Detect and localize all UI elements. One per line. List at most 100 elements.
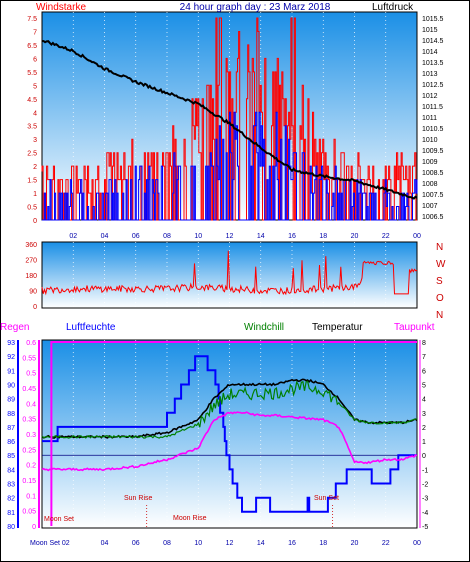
wind-axis-tick: 1 <box>33 191 37 198</box>
humidity-axis-tick: 92 <box>7 354 15 361</box>
temperature-axis-tick: -4 <box>422 510 428 517</box>
humidity-axis-tick: 91 <box>7 368 15 375</box>
rain-axis-tick: 0.1 <box>26 493 36 500</box>
windchill-legend: Windchill <box>244 322 284 333</box>
grid-layer <box>42 12 417 528</box>
pressure-axis-tick: 1015.5 <box>422 16 444 23</box>
rain-axis-tick: 0.15 <box>22 478 36 485</box>
rain-axis-tick: 0.05 <box>22 509 36 516</box>
windchill-line <box>41 380 418 439</box>
hour-tick-label: 10 <box>194 233 202 240</box>
rain-axis-tick: 0.5 <box>26 371 36 378</box>
hour-tick-label: 12 <box>226 233 234 240</box>
hour-tick-label: 16 <box>288 233 296 240</box>
humidity-axis-tick: 81 <box>7 510 15 517</box>
rain-axis-tick: 0.3 <box>26 432 36 439</box>
wind-axis-tick: 0 <box>33 218 37 225</box>
temperature-axis-tick: 7 <box>422 354 426 361</box>
rain-axis-tick: 0.25 <box>22 447 36 454</box>
hour-tick-label: 18 <box>319 540 327 547</box>
compass-label: W <box>436 259 446 270</box>
temperature-axis-tick: 0 <box>422 453 426 460</box>
wind-axis-tick: 2 <box>33 164 37 171</box>
compass-label: S <box>436 276 443 287</box>
compass-label: N <box>436 242 443 253</box>
pressure-axis-tick: 1009.5 <box>422 148 444 155</box>
temperature-axis-tick: 3 <box>422 411 426 418</box>
wind-axis-tick: 6.5 <box>27 43 37 50</box>
temperature-axis-tick: -3 <box>422 496 428 503</box>
rain-axis-tick: 0.6 <box>26 340 36 347</box>
sun-rise-marker-label: Sun Rise <box>124 495 153 502</box>
wind-mean-series <box>42 111 418 221</box>
pressure-axis-tick: 1008 <box>422 181 438 188</box>
wind-axis-tick: 2.5 <box>27 151 37 158</box>
wind-direction-line <box>41 250 418 296</box>
direction-axis-tick: 90 <box>29 289 37 296</box>
temperature-legend: Temperatur <box>312 322 363 333</box>
humidity-axis-tick: 89 <box>7 397 15 404</box>
wind-axis-tick: 3 <box>33 137 37 144</box>
pressure-axis-tick: 1014 <box>422 49 438 56</box>
axis-labels-layer: 02 04040606080810101212141416161818202022… <box>7 16 446 547</box>
wind-axis-tick: 4.5 <box>27 97 37 104</box>
humidity-axis-title: Luftfeuchte <box>66 322 116 333</box>
bottom-first-tick-label: Moon Set 02 <box>30 540 70 547</box>
rain-axis-tick: 0.4 <box>26 401 36 408</box>
direction-axis-tick: 180 <box>25 273 37 280</box>
hour-tick-label: 04 <box>101 233 109 240</box>
rain-axis-tick: 0 <box>32 524 36 531</box>
pressure-axis-tick: 1011.5 <box>422 104 443 111</box>
dewpoint-line <box>41 411 418 472</box>
wind-axis-tick: 6 <box>33 56 37 63</box>
temperature-axis-tick: 2 <box>422 425 426 432</box>
humidity-axis-tick: 87 <box>7 425 15 432</box>
moon-set-marker-label: Moon Set <box>44 516 74 523</box>
pressure-axis-tick: 1007 <box>422 203 438 210</box>
temperature-axis-tick: 1 <box>422 439 426 446</box>
humidity-axis-tick: 86 <box>7 439 15 446</box>
wind-axis-tick: 4 <box>33 110 37 117</box>
humidity-axis-tick: 93 <box>7 340 15 347</box>
hour-tick-label: 00 <box>413 540 421 547</box>
wind-axis-tick: 7.5 <box>27 16 37 23</box>
rain-axis-tick: 0.45 <box>22 386 36 393</box>
hour-tick-label: 14 <box>257 233 265 240</box>
temperature-axis-tick: 5 <box>422 382 426 389</box>
pressure-axis-tick: 1011 <box>422 115 437 122</box>
compass-label: O <box>436 293 444 304</box>
direction-axis-tick: 360 <box>25 242 37 249</box>
rain-axis-tick: 0.2 <box>26 463 36 470</box>
pressure-axis-tick: 1007.5 <box>422 192 444 199</box>
chart-title: 24 hour graph day : 23 Marz 2018 <box>180 2 331 13</box>
hour-tick-label: 00 <box>413 233 421 240</box>
temperature-axis-tick: -5 <box>422 524 428 531</box>
wind-axis-tick: 3.5 <box>27 124 37 131</box>
hour-tick-label: 22 <box>382 233 390 240</box>
pressure-line <box>41 40 418 200</box>
humidity-axis-tick: 83 <box>7 482 15 489</box>
hour-tick-label: 06 <box>132 540 140 547</box>
wind-bars-layer <box>41 17 418 221</box>
pressure-axis-tick: 1014.5 <box>422 38 444 45</box>
wind-axis-tick: 5 <box>33 83 37 90</box>
temperature-axis-tick: 8 <box>422 340 426 347</box>
temperature-axis-tick: 4 <box>422 397 426 404</box>
hour-tick-label: 08 <box>163 540 171 547</box>
series-lines-layer <box>41 40 418 526</box>
pressure-axis-tick: 1010 <box>422 137 438 144</box>
rain-line <box>50 341 417 526</box>
pressure-axis-tick: 1012 <box>422 93 438 100</box>
pressure-axis-tick: 1012.5 <box>422 82 444 89</box>
rain-axis-title: Regen <box>0 322 29 333</box>
hour-tick-label: 18 <box>319 233 327 240</box>
compass-label: N <box>436 310 443 321</box>
hour-tick-label: 22 <box>382 540 390 547</box>
humidity-axis-tick: 90 <box>7 382 15 389</box>
hour-tick-label: 20 <box>351 540 359 547</box>
temperature-axis-tick: -1 <box>422 467 428 474</box>
direction-axis-tick: 270 <box>25 258 37 265</box>
humidity-line <box>42 355 417 513</box>
